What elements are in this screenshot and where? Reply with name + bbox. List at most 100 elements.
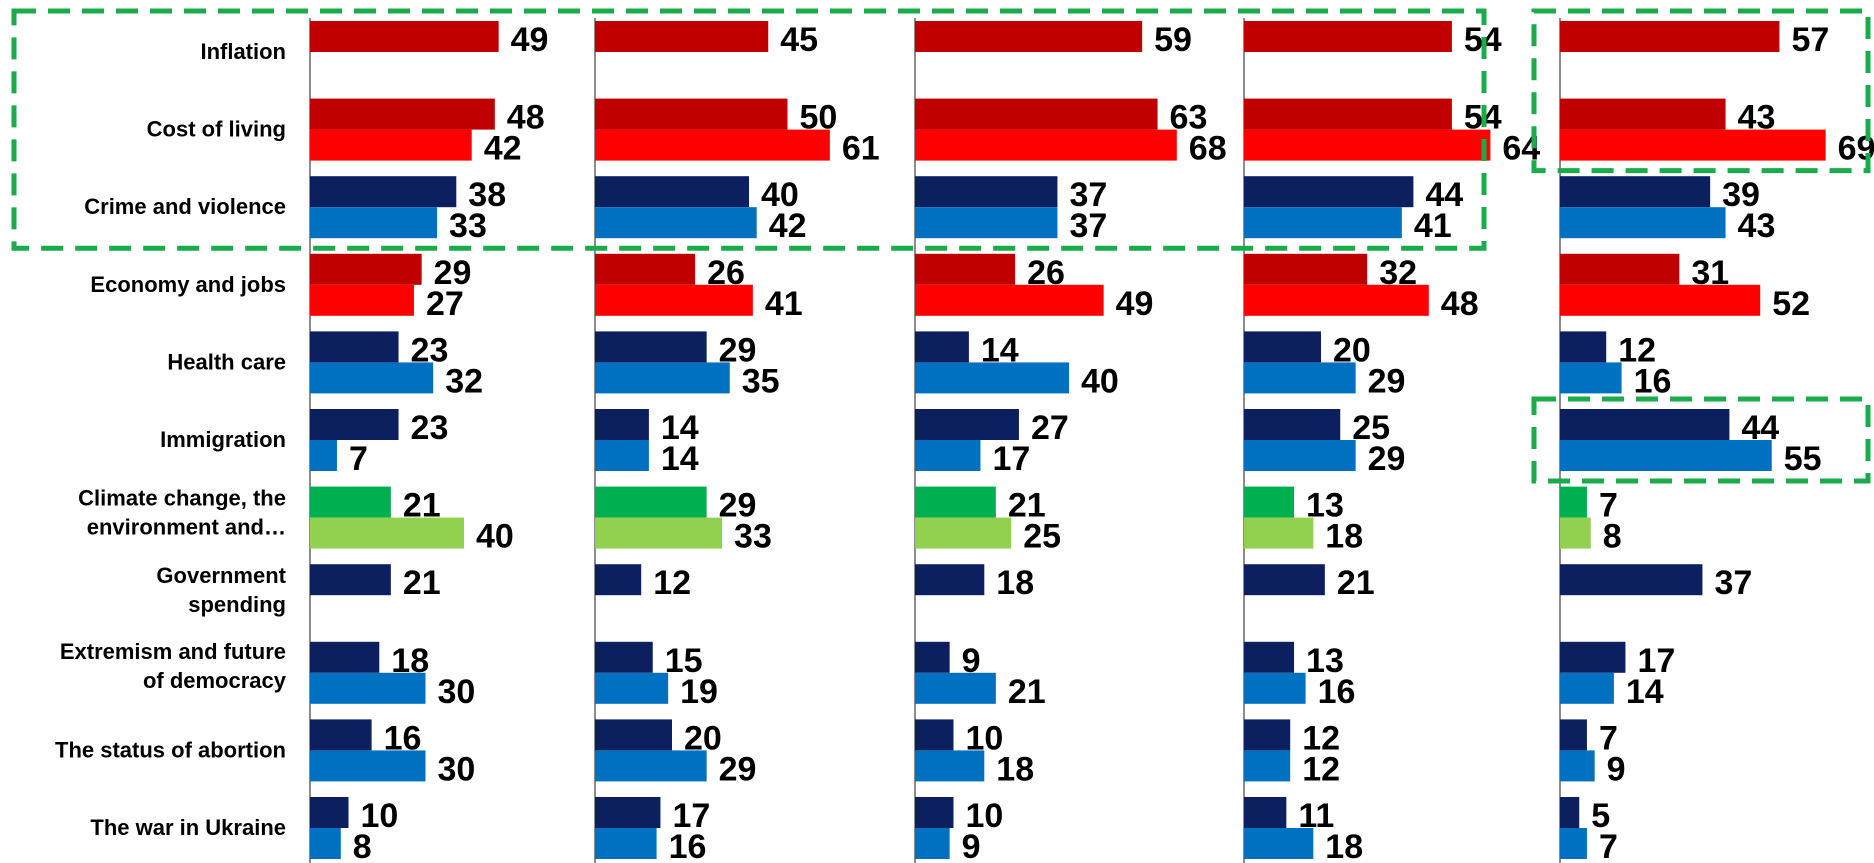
bar-blue-second — [310, 362, 434, 394]
bar-blue-second — [310, 207, 438, 239]
category-label: spending — [188, 592, 286, 617]
bar-blue-first — [915, 409, 1019, 440]
bar-green-second — [310, 517, 464, 549]
value-label: 9 — [962, 642, 981, 680]
bar-blue-second — [915, 750, 985, 782]
bar-blue-first — [915, 641, 950, 673]
value-label: 15 — [665, 642, 703, 680]
value-label: 21 — [403, 564, 441, 602]
category-label: Extremism and future — [60, 639, 286, 664]
bar-blue-second — [1244, 672, 1306, 704]
bar-blue-first — [310, 409, 399, 440]
bar-blue-second — [595, 750, 707, 782]
value-label: 27 — [1031, 409, 1069, 447]
bar-red-first — [595, 98, 788, 130]
bar-blue-first — [595, 564, 642, 596]
bar-red-first — [310, 21, 499, 52]
value-label: 48 — [1441, 285, 1479, 323]
value-label: 55 — [1784, 440, 1822, 478]
value-label: 17 — [1637, 642, 1675, 680]
value-label: 39 — [1722, 176, 1760, 214]
bar-blue-second — [915, 672, 996, 704]
value-label: 18 — [996, 750, 1034, 788]
value-label: 37 — [1069, 176, 1107, 214]
bar-blue-second — [595, 207, 757, 239]
bar-blue-first — [310, 719, 372, 751]
value-label: 30 — [438, 673, 476, 711]
bar-blue-first — [595, 409, 649, 440]
value-label: 45 — [780, 21, 818, 59]
bar-blue-first — [1560, 719, 1587, 751]
value-label: 8 — [353, 828, 372, 863]
category-label: Crime and violence — [84, 194, 286, 219]
category-label: The status of abortion — [55, 737, 286, 762]
value-label: 29 — [719, 487, 757, 525]
value-label: 38 — [468, 176, 506, 214]
bar-blue-first — [1560, 797, 1580, 828]
value-label: 19 — [680, 673, 718, 711]
value-label: 37 — [1714, 564, 1752, 602]
bar-blue-first — [595, 331, 707, 363]
bar-blue-second — [310, 672, 426, 704]
bar-red-first — [1244, 98, 1452, 130]
value-label: 29 — [1368, 362, 1406, 400]
bar-red-first — [1244, 21, 1452, 52]
value-label: 43 — [1738, 207, 1776, 245]
value-label: 29 — [434, 254, 472, 292]
value-label: 40 — [1081, 362, 1119, 400]
value-label: 10 — [361, 797, 399, 835]
category-label: Economy and jobs — [90, 272, 286, 297]
value-label: 57 — [1791, 21, 1829, 59]
value-label: 17 — [992, 440, 1030, 478]
value-label: 9 — [1607, 750, 1626, 788]
category-label: Government — [156, 563, 286, 588]
value-label: 12 — [1618, 331, 1656, 369]
value-label: 13 — [1306, 642, 1344, 680]
bar-blue-second — [595, 672, 669, 704]
bar-green-first — [915, 486, 996, 518]
bar-blue-second — [310, 828, 341, 859]
bar-red-second — [915, 129, 1177, 161]
value-label: 48 — [507, 99, 545, 137]
category-label: of democracy — [143, 668, 287, 693]
bar-red-second — [1244, 284, 1429, 316]
value-label: 40 — [476, 518, 514, 556]
bar-green-first — [595, 486, 707, 518]
category-label: Immigration — [160, 427, 286, 452]
bar-green-second — [595, 517, 723, 549]
value-label: 27 — [426, 285, 464, 323]
bar-blue-first — [915, 564, 985, 596]
value-label: 12 — [1302, 750, 1340, 788]
value-label: 18 — [1325, 828, 1363, 863]
value-label: 42 — [769, 207, 807, 245]
value-label: 5 — [1591, 797, 1610, 835]
bar-blue-second — [915, 828, 950, 859]
bar-red-second — [1244, 129, 1491, 161]
bar-blue-second — [1560, 828, 1587, 859]
value-label: 23 — [411, 409, 449, 447]
bar-blue-second — [1560, 362, 1622, 394]
bar-blue-first — [1244, 176, 1414, 208]
category-label: Health care — [167, 349, 286, 374]
bar-blue-first — [915, 719, 954, 751]
bar-red-second — [595, 284, 753, 316]
bar-blue-second — [1244, 362, 1356, 394]
bar-blue-second — [1560, 440, 1772, 471]
bar-green-first — [310, 486, 391, 518]
value-label: 42 — [484, 130, 522, 168]
bar-blue-first — [915, 797, 954, 828]
value-label: 29 — [1368, 440, 1406, 478]
bar-blue-first — [310, 331, 399, 363]
value-label: 41 — [765, 285, 803, 323]
value-label: 61 — [842, 130, 880, 168]
bar-blue-first — [1244, 331, 1321, 363]
value-label: 21 — [1337, 564, 1375, 602]
bar-red-first — [595, 21, 769, 52]
value-label: 18 — [1325, 518, 1363, 556]
category-label: Inflation — [200, 39, 286, 64]
bar-blue-second — [595, 828, 657, 859]
value-label: 14 — [661, 440, 699, 478]
value-label: 59 — [1154, 21, 1192, 59]
bar-blue-second — [595, 362, 730, 394]
